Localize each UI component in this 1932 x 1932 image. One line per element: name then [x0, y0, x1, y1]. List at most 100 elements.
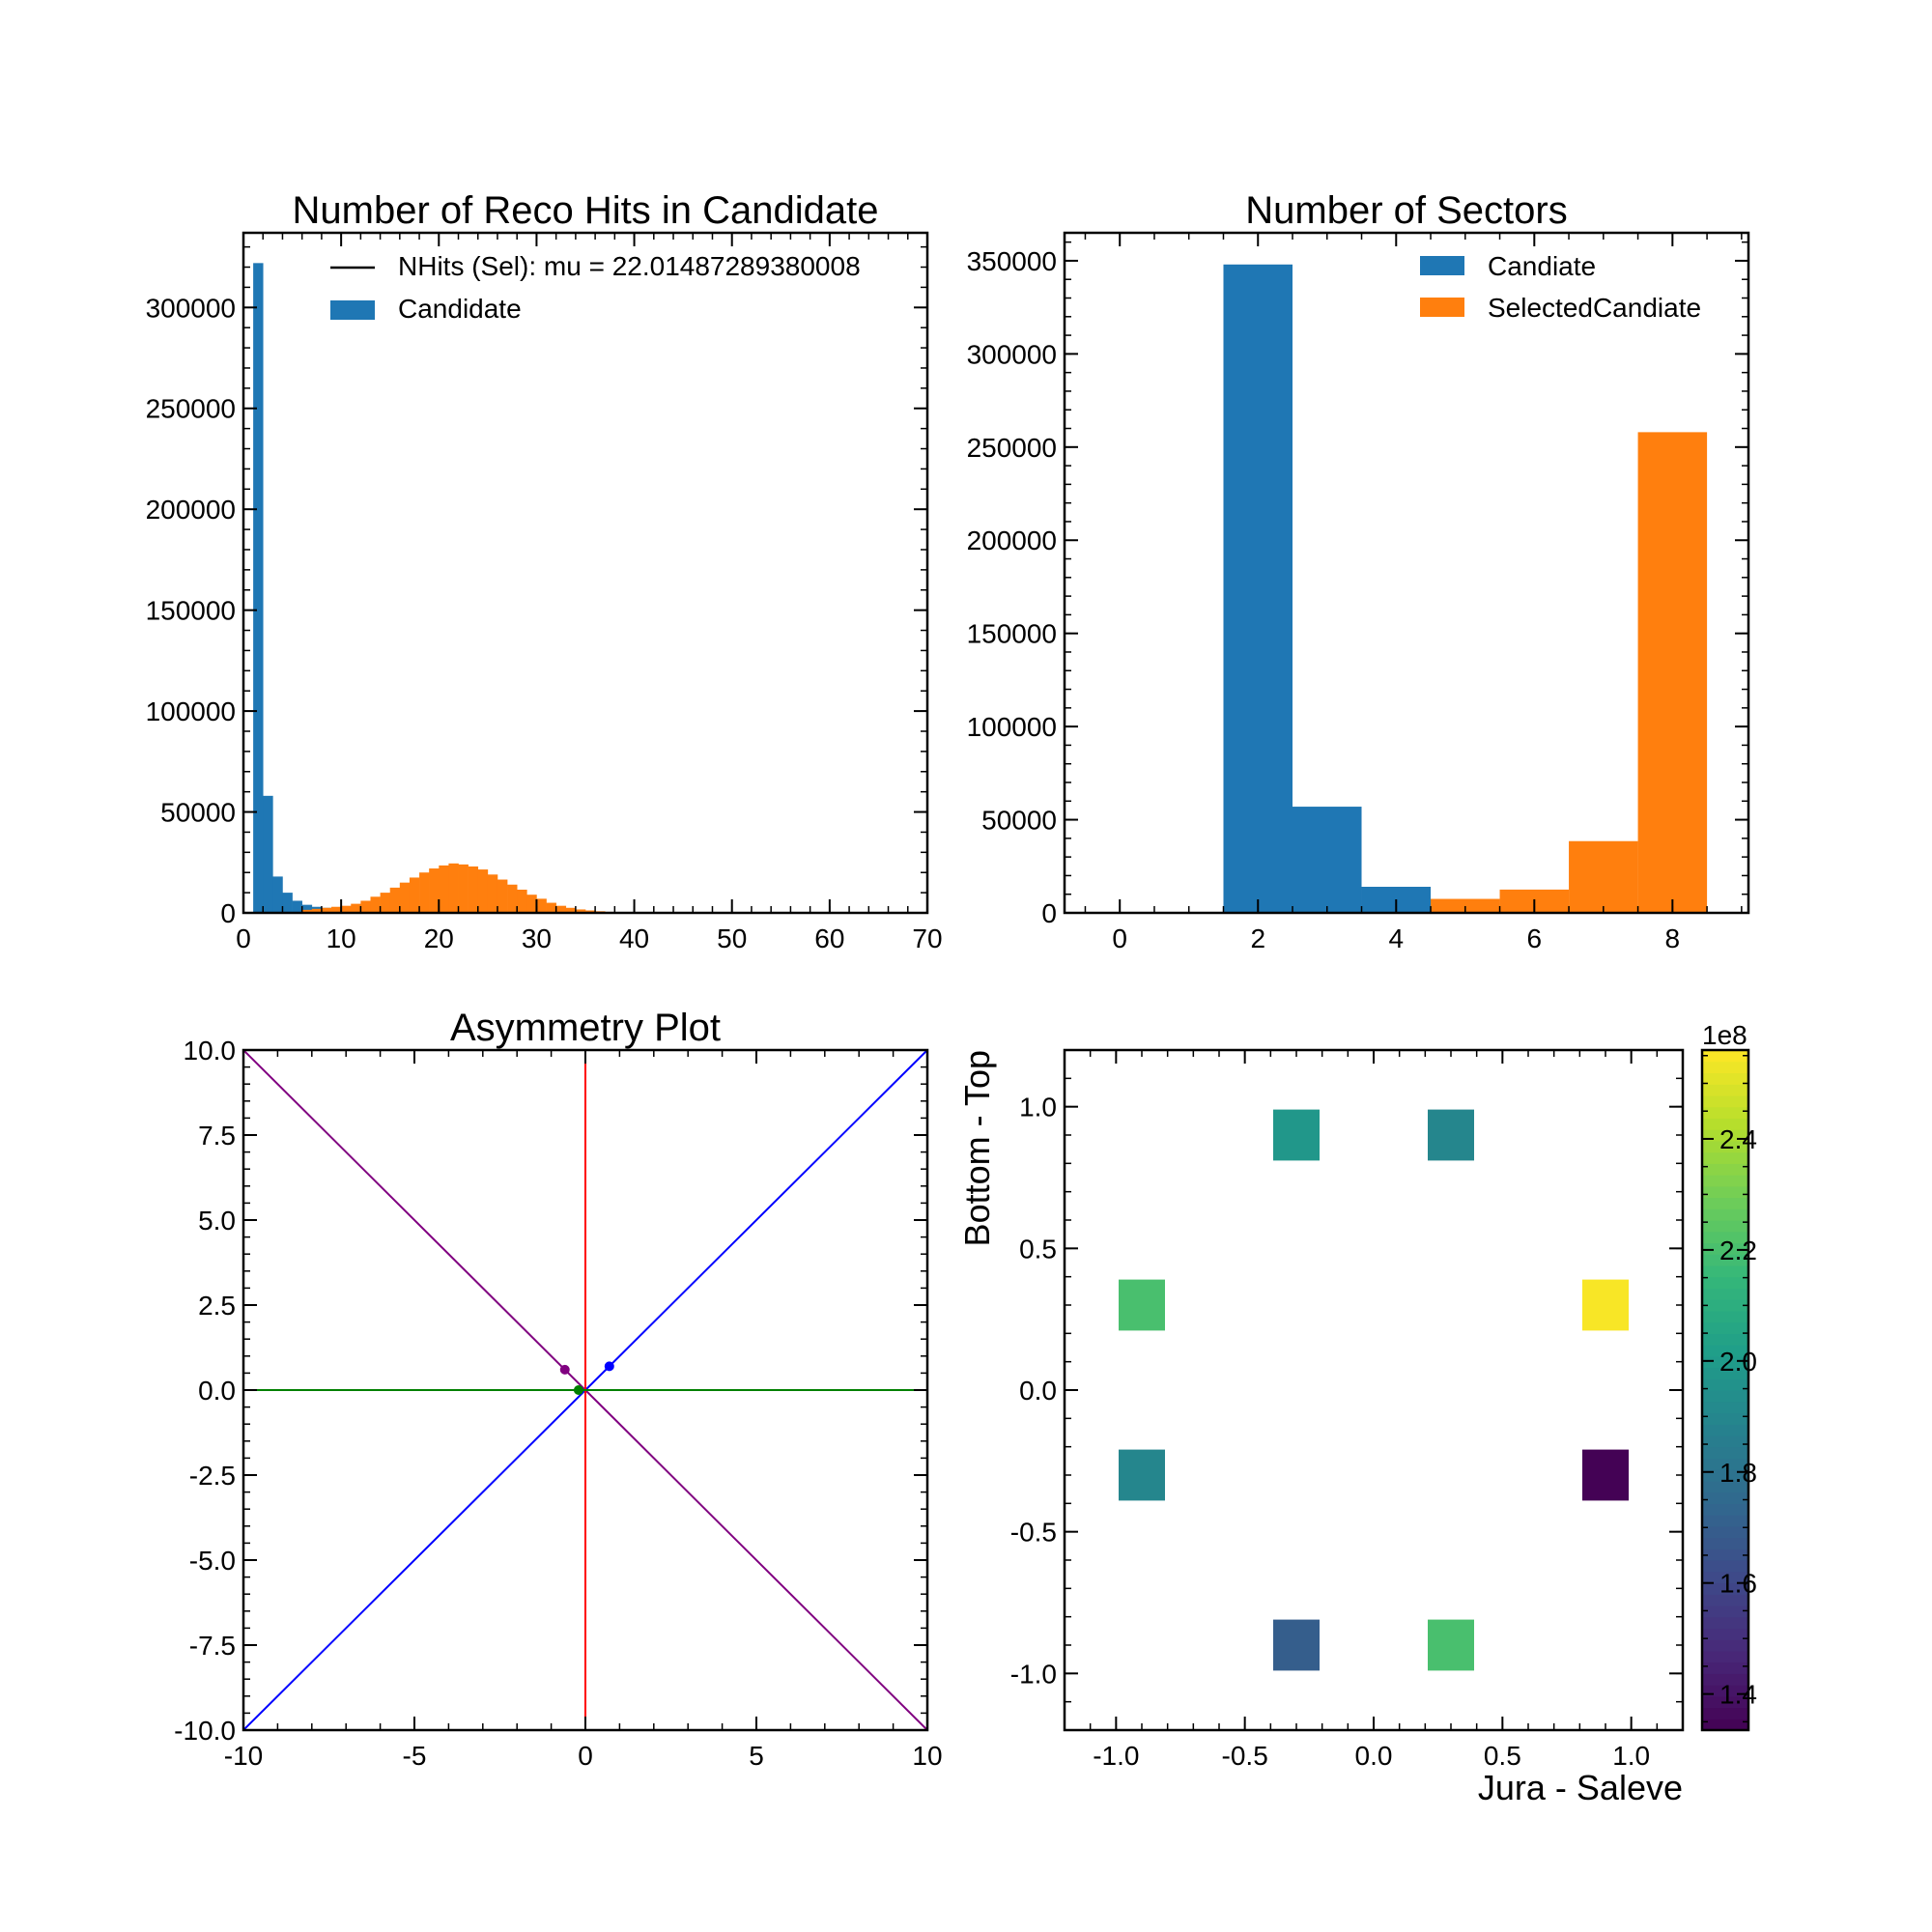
colorbar-segment: [1702, 1378, 1748, 1391]
colorbar-segment: [1702, 1242, 1748, 1255]
selected-hist-bar: [565, 907, 577, 913]
colorbar-segment: [1702, 1094, 1748, 1108]
candiate-bar: [1293, 807, 1362, 913]
colorbar-segment: [1702, 1276, 1748, 1289]
reco-hits-x-tick-label: 0: [236, 923, 251, 953]
reco-hits-y-tick-label: 100000: [146, 696, 236, 726]
reco-hits-x-tick-label: 60: [814, 923, 844, 953]
colorbar-segment: [1702, 1118, 1748, 1130]
colorbar-segment: [1702, 1571, 1748, 1584]
asymmetry-title: Asymmetry Plot: [450, 1007, 721, 1049]
asymmetry-y-tick-label: -10.0: [174, 1716, 236, 1746]
selected-hist-bar: [487, 874, 498, 913]
selected-hist-bar: [419, 872, 430, 913]
legend-candiate-swatch: [1420, 256, 1464, 275]
reco-hits-x-tick-label: 50: [717, 923, 747, 953]
colorbar-segment: [1702, 1151, 1748, 1164]
candidate-hist-bar: [301, 904, 313, 913]
asymmetry-y-tick-label: -2.5: [189, 1461, 236, 1491]
colorbar-segment: [1702, 1390, 1748, 1403]
selected-hist-bar: [341, 905, 352, 913]
asymmetry-x-tick-label: 0: [578, 1741, 593, 1771]
reco-hits-x-tick-label: 30: [522, 923, 552, 953]
colorbar-tick-label: 1.4: [1719, 1680, 1757, 1710]
candiate-bar: [1223, 264, 1293, 913]
asymmetry-y-tick-label: 0.0: [198, 1376, 236, 1406]
colorbar-segment: [1702, 1106, 1748, 1119]
legend-candiate-label: Candiate: [1488, 251, 1596, 281]
selected-candiate-bar: [1569, 840, 1638, 913]
asymmetry-point: [604, 1361, 614, 1372]
colorbar-frame: [1700, 1048, 1750, 1732]
reco-hits-y-tick-label: 50000: [160, 798, 236, 828]
selected-hist-bar: [468, 866, 479, 913]
sectors-x-tick-label: 8: [1665, 923, 1681, 953]
heatmap-cell: [1582, 1279, 1629, 1331]
reco-hits-y-tick-label: 150000: [146, 596, 236, 626]
colorbar-segment: [1702, 1616, 1748, 1629]
colorbar-tick-label: 2.0: [1719, 1347, 1757, 1377]
heatmap-y-tick-label: 0.0: [1019, 1376, 1057, 1406]
reco-hits-chart: Number of Reco Hits in Candidate 0 10 20 30 4…: [146, 189, 943, 953]
selected-hist-bar: [360, 900, 371, 913]
legend-nhits-label: NHits (Sel): mu = 22.01487289380008: [398, 251, 861, 281]
candidate-hist-bar: [263, 795, 273, 913]
selected-hist-bar: [507, 884, 518, 913]
colorbar-segment: [1702, 1175, 1748, 1187]
selected-hist-bar: [536, 898, 547, 913]
sectors-x-tick-label: 2: [1250, 923, 1265, 953]
asymmetry-x-tick-label: 10: [912, 1741, 942, 1771]
selected-hist-bar: [439, 865, 449, 913]
sectors-y-tick-label: 350000: [967, 246, 1057, 276]
reco-hits-axes-frame: [242, 231, 929, 915]
candidate-hist-bar: [253, 263, 264, 913]
candidate-hist-bar: [292, 900, 302, 913]
selected-hist-bar: [351, 903, 361, 913]
reco-hits-title: Number of Reco Hits in Candidate: [293, 189, 879, 232]
selected-hist-bar: [311, 908, 323, 913]
asymmetry-y-tick-label: 2.5: [198, 1291, 236, 1321]
colorbar-tick-label: 2.4: [1719, 1124, 1757, 1154]
colorbar-segment: [1702, 1140, 1748, 1153]
asymmetry-point: [573, 1385, 583, 1395]
colorbar-segment: [1702, 1345, 1748, 1357]
selected-hist-bar: [526, 895, 537, 913]
colorbar-segment: [1702, 1264, 1748, 1278]
colorbar-segment: [1702, 1605, 1748, 1618]
legend-candidate-label: Candidate: [398, 294, 522, 324]
sectors-y-tick-label: 100000: [967, 712, 1057, 742]
sectors-y-tick-label: 50000: [981, 806, 1057, 836]
asymmetry-y-tick-label: 7.5: [198, 1121, 236, 1151]
selected-hist-bar: [399, 882, 411, 913]
asymmetry-y-tick-label: 10.0: [184, 1036, 237, 1065]
selected-candiate-bar: [1431, 898, 1500, 913]
heatmap-y-tick-label: 1.0: [1019, 1093, 1057, 1122]
colorbar-segment: [1702, 1321, 1748, 1334]
selected-hist-bar: [575, 909, 586, 913]
heatmap-y-tick-label: -0.5: [1010, 1518, 1057, 1548]
heatmap-y-tick-label: -1.0: [1010, 1659, 1057, 1689]
colorbar-segment: [1702, 1197, 1748, 1209]
colorbar-segment: [1702, 1673, 1748, 1686]
selected-hist-bar: [331, 906, 342, 913]
colorbar-segment: [1702, 1515, 1748, 1527]
sectors-y-tick-label: 150000: [967, 619, 1057, 649]
reco-hits-y-tick-label: 0: [220, 898, 236, 928]
colorbar-segment: [1702, 1492, 1748, 1504]
colorbar-segment: [1702, 1446, 1748, 1459]
selected-hist-bar: [409, 877, 420, 913]
colorbar-segment: [1702, 1401, 1748, 1414]
colorbar-segment: [1702, 1299, 1748, 1312]
colorbar-tick-label: 1.8: [1719, 1458, 1757, 1488]
sectors-axes-frame: [1063, 231, 1750, 915]
heatmap-cell: [1273, 1109, 1320, 1161]
sectors-title: Number of Sectors: [1245, 189, 1567, 232]
colorbar-segment: [1702, 1412, 1748, 1425]
colorbar-tick-label: 2.2: [1719, 1236, 1757, 1265]
heatmap-cell: [1428, 1109, 1474, 1161]
selected-hist-bar: [429, 868, 440, 913]
colorbar-segment: [1702, 1650, 1748, 1663]
colorbar-segment: [1702, 1220, 1748, 1233]
